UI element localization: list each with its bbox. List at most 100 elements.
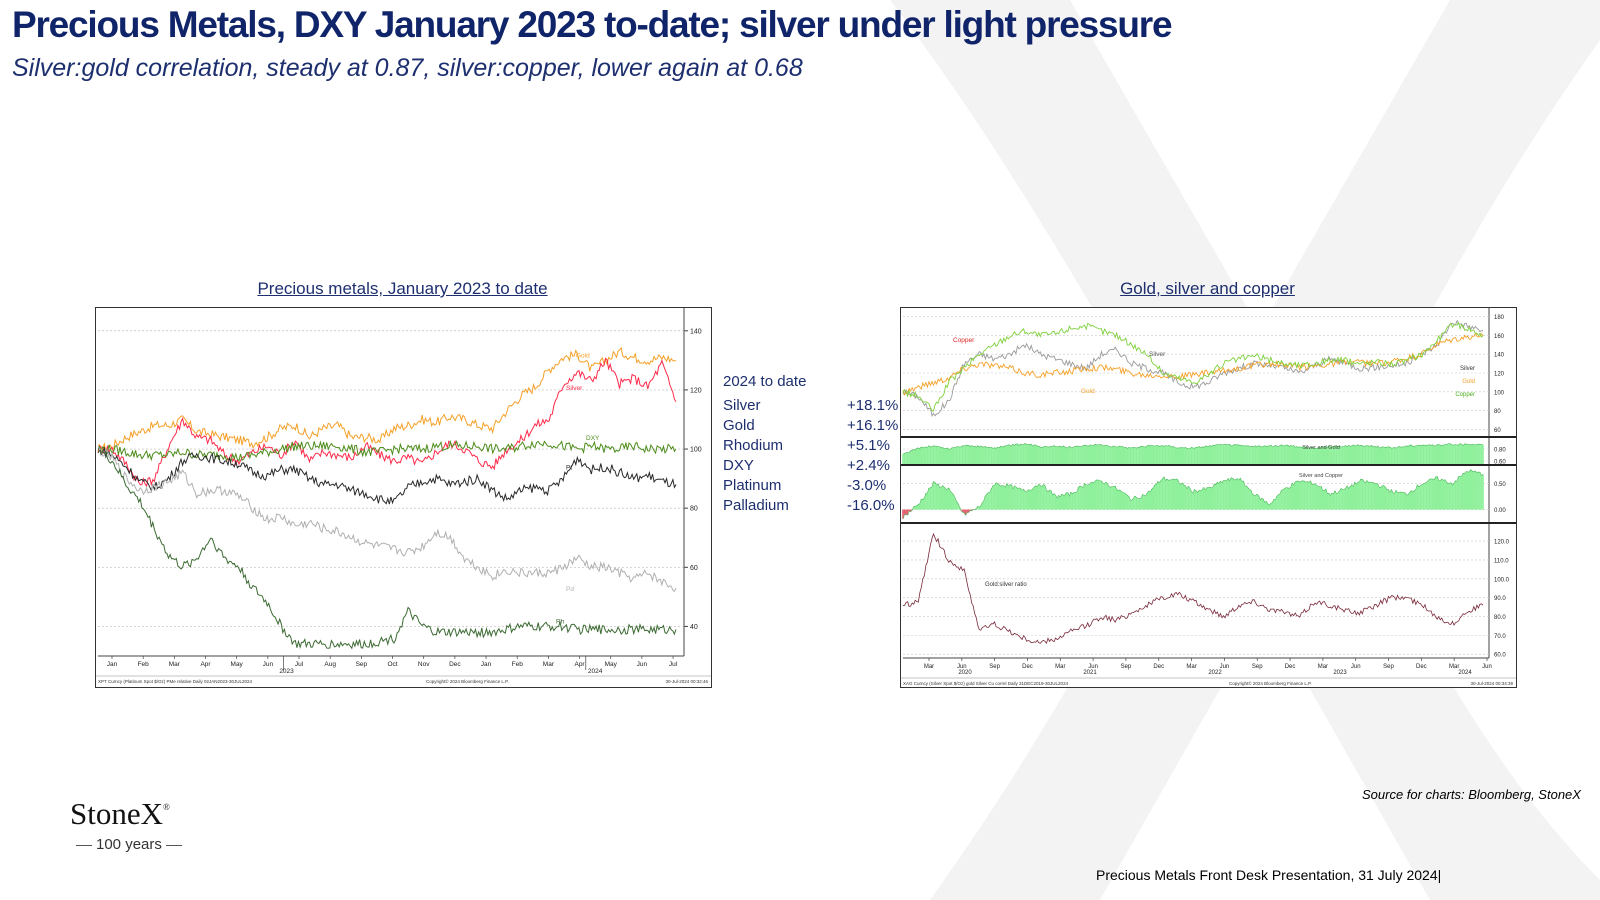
x-tick-label: Sep	[356, 661, 368, 668]
y-tick-label: 0.80	[1494, 448, 1506, 454]
x-tick-label: Mar	[1449, 664, 1459, 670]
x-tick-label: Sep	[989, 664, 1000, 670]
logo-tagline: 100 years	[72, 836, 186, 853]
y-tick-label: 140	[1494, 353, 1505, 359]
series-label-rh: Rh	[556, 618, 565, 625]
gold-silver-copper-chart-svg: 60 80 100 120 140 160 180 0.60 0.80 Silver and Go…	[901, 308, 1516, 686]
chart-footer-left: XAG Curncy (Silver Spot $/Oz) gold Silve…	[903, 681, 1069, 686]
ytd-row-name: Silver	[723, 397, 761, 414]
x-tick-label: Jun	[1482, 664, 1492, 670]
chart1-caption: Precious metals, January 2023 to date	[257, 279, 548, 298]
stonex-logo: StoneX®	[70, 796, 170, 832]
x-tick-label: Jul	[669, 661, 678, 668]
x-tick-label: May	[605, 661, 618, 668]
x-tick-label: Jun	[957, 664, 967, 670]
correlation-outline	[902, 443, 1484, 455]
footer-text: Precious Metals Front Desk Presentation,…	[1096, 867, 1442, 883]
correlation-outline	[902, 469, 1484, 519]
page-subtitle: Silver:gold correlation, steady at 0.87,…	[12, 54, 803, 82]
y-tick-label: 70.0	[1494, 634, 1506, 640]
ytd-row-name: Platinum	[723, 477, 782, 494]
logo-tagline-text: 100 years	[96, 836, 162, 853]
series-line-gold	[902, 332, 1484, 396]
ytd-heading: 2024 to date	[723, 373, 807, 390]
series-line-pd	[97, 445, 677, 593]
gold-silver-ratio-line	[902, 532, 1484, 645]
series-label-dxy: DXY	[586, 435, 600, 442]
y-tick-label: 100.0	[1494, 577, 1510, 583]
x-tick-label: Mar	[924, 664, 934, 670]
ytd-row-value: +16.1%	[847, 417, 899, 434]
chart2-caption: Gold, silver and copper	[1120, 279, 1295, 298]
ytd-row-name: DXY	[723, 457, 754, 474]
series-line-silver	[97, 357, 677, 488]
series-line-rh	[97, 449, 677, 650]
x-tick-label: Dec	[1416, 664, 1427, 670]
y-tick-label: 180	[1494, 315, 1505, 321]
ytd-row-value: +18.1%	[847, 397, 899, 414]
x-tick-label: Mar	[1055, 664, 1065, 670]
y-tick-label: 80.0	[1494, 615, 1506, 621]
series-label-gold: Gold	[1081, 388, 1095, 395]
x-tick-label: Oct	[387, 661, 397, 668]
series-label-gold-right: Gold	[1462, 379, 1475, 385]
series-label-silver: Silver	[1149, 351, 1166, 358]
series-line-dxy	[97, 439, 677, 462]
x-tick-label: Jun	[637, 661, 648, 668]
series-line-pt	[97, 445, 677, 505]
ytd-row-value: -3.0%	[847, 477, 887, 494]
x-tick-label: May	[231, 661, 244, 668]
ytd-row-name: Gold	[723, 417, 755, 434]
x-year-label: 2024	[1458, 670, 1472, 676]
x-tick-label: Jul	[295, 661, 304, 668]
x-tick-label: Sep	[1383, 664, 1394, 670]
x-tick-label: Jan	[481, 661, 492, 668]
logo-mark: ®	[163, 802, 170, 812]
series-label-pt: Pt	[566, 465, 572, 472]
y-tick-label: 100	[690, 447, 702, 454]
page-title: Precious Metals, DXY January 2023 to-dat…	[12, 4, 1173, 45]
x-tick-label: Dec	[1153, 664, 1164, 670]
x-tick-label: Nov	[418, 661, 430, 668]
x-tick-label: Mar	[1318, 664, 1328, 670]
x-year-label: 2021	[1083, 670, 1097, 676]
ytd-row-value: +2.4%	[847, 457, 890, 474]
series-line-copper	[902, 321, 1484, 412]
y-tick-label: 140	[690, 328, 702, 335]
chart-footer-mid: Copyright© 2024 Bloomberg Finance L.P.	[1229, 680, 1312, 686]
panel-label: Gold:silver ratio	[985, 582, 1027, 588]
x-tick-label: Apr	[200, 661, 211, 668]
chart-footer-right: 30-Jul-2024 00:32:46	[665, 679, 708, 684]
y-tick-label: 80	[1494, 409, 1501, 415]
y-tick-label: 60	[690, 565, 698, 572]
x-year-label: 2024	[588, 668, 603, 675]
logo-name: StoneX	[70, 796, 163, 831]
x-tick-label: Dec	[449, 661, 461, 668]
chart-footer-right: 30-Jul-2024 00:34:39	[1470, 681, 1513, 686]
y-tick-label: 120.0	[1494, 540, 1510, 546]
series-label-silver-right: Silver	[1460, 366, 1475, 372]
y-tick-label: 120	[690, 387, 702, 394]
x-year-label: 2020	[958, 670, 972, 676]
panel-label: Silver and Gold	[1302, 445, 1340, 451]
y-tick-label: 0.00	[1494, 508, 1506, 514]
x-tick-label: Mar	[1186, 664, 1196, 670]
ytd-row-value: -16.0%	[847, 497, 895, 514]
y-tick-label: 60	[1494, 428, 1501, 434]
series-label-copper: Copper	[953, 337, 975, 344]
x-tick-label: Jun	[1220, 664, 1230, 670]
y-tick-label: 40	[690, 624, 698, 631]
series-line-gold	[97, 346, 677, 454]
series-line-silver	[902, 319, 1484, 418]
precious-metals-chart: 40 60 80 100 120 140 Jan Feb Mar Apr May Jun Jul Aug S…	[95, 307, 712, 688]
x-tick-label: Sep	[1121, 664, 1132, 670]
x-tick-label: Jan	[107, 661, 118, 668]
x-tick-label: Jun	[1351, 664, 1361, 670]
y-tick-label: 60.0	[1494, 653, 1506, 659]
x-tick-label: Feb	[138, 661, 150, 668]
x-year-label: 2023	[1333, 670, 1347, 676]
y-tick-label: 80	[690, 506, 698, 513]
ytd-row-name: Palladium	[723, 497, 789, 514]
x-tick-label: Mar	[169, 661, 181, 668]
series-label-copper-right: Copper	[1455, 392, 1475, 398]
